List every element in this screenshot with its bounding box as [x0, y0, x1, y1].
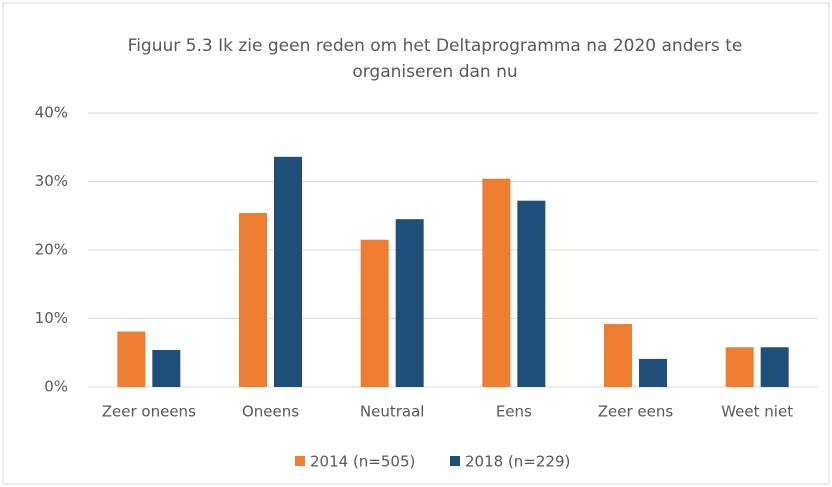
bar — [517, 200, 546, 387]
bar — [639, 358, 667, 387]
legend-swatch — [450, 456, 460, 466]
bar — [725, 347, 754, 387]
x-tick-label: Zeer eens — [598, 403, 674, 421]
y-tick-label: 40% — [35, 104, 68, 122]
bar — [604, 323, 632, 387]
x-tick-label: Weet niet — [721, 403, 793, 421]
bar — [274, 156, 302, 387]
x-tick-label: Oneens — [242, 403, 299, 421]
y-tick-label: 30% — [35, 172, 68, 190]
bar — [152, 350, 181, 387]
bar — [395, 219, 424, 387]
bar — [482, 178, 511, 387]
legend-label: 2014 (n=505) — [310, 453, 415, 471]
y-tick-label: 20% — [35, 241, 68, 259]
x-tick-label: Eens — [496, 403, 532, 421]
y-tick-label: 0% — [44, 378, 68, 396]
x-tick-label: Neutraal — [360, 403, 425, 421]
bar — [760, 347, 789, 387]
y-tick-label: 10% — [35, 309, 68, 327]
bar — [239, 213, 267, 387]
x-tick-label: Zeer oneens — [102, 403, 196, 421]
legend-swatch — [295, 456, 305, 466]
chart-title: Figuur 5.3 Ik zie geen reden om het Delt… — [127, 36, 743, 82]
bar — [117, 331, 146, 387]
legend-label: 2018 (n=229) — [465, 453, 570, 471]
bar — [360, 239, 389, 387]
